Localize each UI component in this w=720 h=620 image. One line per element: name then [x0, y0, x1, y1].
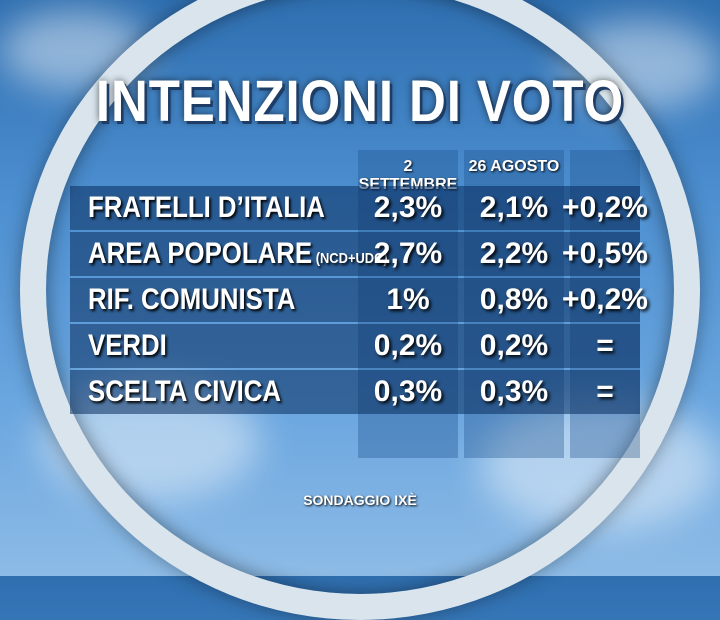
- percent-value: 2,2%: [479, 237, 549, 270]
- party-name-label: AREA POPOLARE: [88, 237, 313, 270]
- party-name-label: SCELTA CIVICA: [88, 375, 282, 408]
- change-value: +0,2%: [562, 283, 648, 316]
- party-name-sub: (NCD+UDC): [312, 250, 388, 267]
- party-name-label: FRATELLI D’ITALIA: [88, 191, 325, 224]
- party-name: SCELTA CIVICA: [88, 370, 281, 414]
- percent-value: 1%: [386, 283, 430, 316]
- percent-value: 0,2%: [479, 329, 549, 362]
- table-row: [70, 370, 640, 414]
- party-name-label: VERDI: [88, 329, 167, 362]
- party-name-label: RIF. COMUNISTA: [88, 283, 296, 316]
- table-row: [70, 186, 640, 230]
- change-value: =: [596, 329, 614, 362]
- column-header-26-agosto: 26 AGOSTO: [468, 158, 560, 175]
- table-row: [70, 232, 640, 276]
- percent-value: 0,3%: [479, 375, 549, 408]
- party-name: AREA POPOLARE (NCD+UDC): [88, 232, 388, 276]
- change-value: +0,5%: [562, 237, 648, 270]
- party-name: RIF. COMUNISTA: [88, 278, 295, 322]
- percent-value: 0,8%: [479, 283, 549, 316]
- change-value: =: [596, 375, 614, 408]
- change-value: +0,2%: [562, 191, 648, 224]
- party-name: FRATELLI D’ITALIA: [88, 186, 325, 230]
- percent-value: 2,1%: [479, 191, 549, 224]
- table-row: [70, 278, 640, 322]
- page-title: INTENZIONI DI VOTO: [95, 69, 625, 134]
- table-row: [70, 324, 640, 368]
- footer-title: SONDAGGIO IXÈ: [303, 492, 417, 508]
- percent-value: 0,3%: [373, 375, 443, 408]
- percent-value: 2,3%: [373, 191, 443, 224]
- party-name: VERDI: [88, 324, 167, 368]
- percent-value: 0,2%: [373, 329, 443, 362]
- percent-value: 2,7%: [373, 237, 443, 270]
